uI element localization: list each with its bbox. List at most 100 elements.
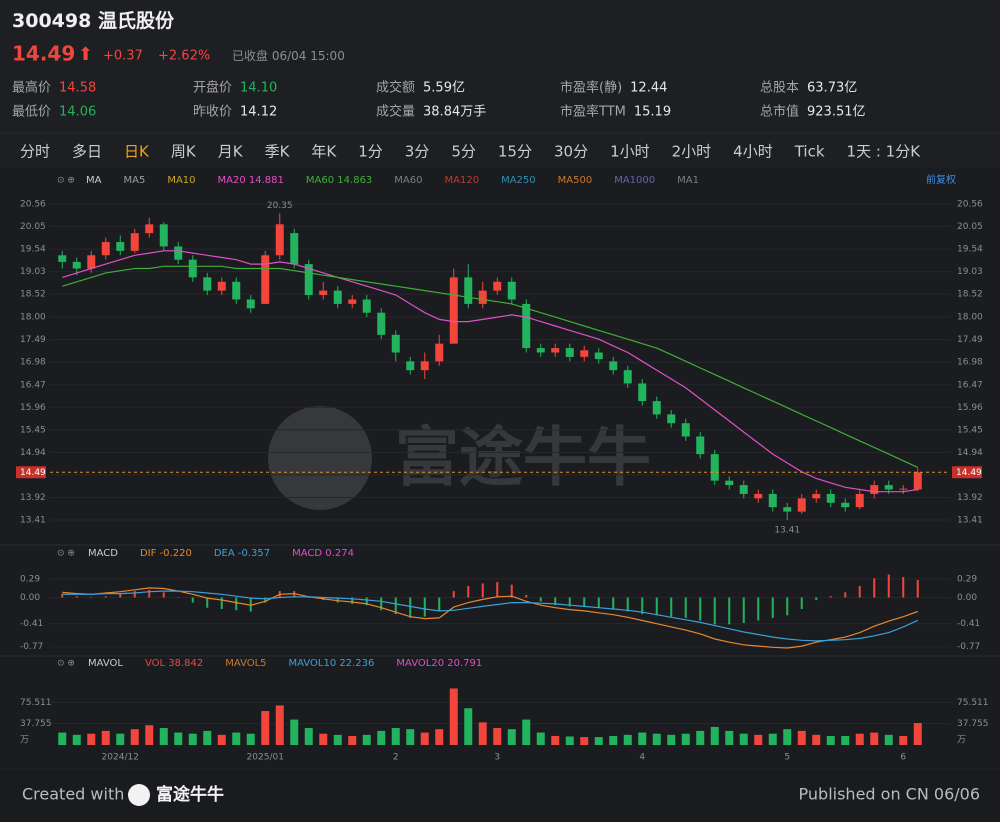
- legend-item[interactable]: DEA -0.357: [214, 548, 270, 559]
- legend-item[interactable]: MAVOL10 22.236: [289, 658, 375, 669]
- legend-item[interactable]: MA500: [558, 175, 593, 186]
- macd-bar: [119, 593, 122, 598]
- tab[interactable]: 月K: [218, 143, 244, 161]
- macd-bar: [481, 583, 484, 598]
- y-tick-label: 20.56: [20, 200, 46, 210]
- macd-bar: [554, 597, 557, 606]
- tab[interactable]: 年K: [311, 143, 337, 161]
- tab[interactable]: 15分: [498, 143, 532, 161]
- candle-body: [855, 493, 864, 508]
- y-tick-label: 0.29: [20, 574, 40, 584]
- macd-bar: [583, 597, 586, 607]
- tab[interactable]: 5分: [451, 143, 476, 161]
- tab[interactable]: 1小时: [610, 143, 650, 161]
- macd-bar: [423, 597, 426, 617]
- legend-item[interactable]: MAVOL20 20.791: [396, 658, 482, 669]
- watermark-text: 富途牛牛: [395, 422, 651, 496]
- x-tick-label: 5: [784, 753, 790, 763]
- legend-item[interactable]: MA10: [167, 175, 195, 186]
- macd-bar: [249, 597, 252, 612]
- legend-item[interactable]: MA60 14.863: [306, 175, 372, 186]
- volume-bar: [449, 688, 458, 745]
- macd-bar: [597, 597, 600, 608]
- candle-body: [609, 361, 618, 371]
- tab[interactable]: 4小时: [733, 143, 773, 161]
- volume-bar: [522, 719, 531, 745]
- candle-body: [333, 290, 342, 304]
- volume-bar: [261, 711, 270, 745]
- legend-item[interactable]: MAVOL: [88, 658, 123, 669]
- legend-item[interactable]: DIF -0.220: [140, 548, 192, 559]
- macd-bar: [133, 591, 136, 598]
- candle-body: [696, 436, 705, 455]
- volume-bar: [783, 729, 792, 745]
- volume-bar: [217, 734, 226, 745]
- volume-bar: [855, 733, 864, 745]
- legend-item[interactable]: MA5: [123, 175, 145, 186]
- tab[interactable]: Tick: [794, 143, 825, 161]
- legend-value: 0.274: [325, 548, 354, 559]
- macd-bar: [104, 596, 107, 598]
- legend-item[interactable]: MA120: [445, 175, 480, 186]
- legend-value: 14.863: [337, 175, 372, 186]
- legend-item[interactable]: MA1: [677, 175, 699, 186]
- candle-body: [319, 290, 328, 296]
- volume-bar: [159, 728, 168, 745]
- tab[interactable]: 日K: [124, 143, 150, 161]
- tab[interactable]: 2小时: [672, 143, 712, 161]
- macd-bar: [902, 577, 905, 598]
- macd-bar: [568, 597, 571, 607]
- icons[interactable]: ⊙ ⊕: [57, 176, 75, 186]
- legend-item[interactable]: MA250: [501, 175, 536, 186]
- y-tick-label: 15.45: [20, 425, 46, 435]
- legend-item[interactable]: MA1000: [614, 175, 655, 186]
- legend-item[interactable]: MACD: [88, 548, 118, 559]
- candle-body: [710, 454, 719, 481]
- candle-body: [594, 352, 603, 360]
- adjust[interactable]: 前复权: [926, 173, 956, 186]
- legend-item[interactable]: MA60: [394, 175, 422, 186]
- candle-body: [725, 480, 734, 486]
- volume-bar: [188, 733, 197, 745]
- volume-bar: [768, 733, 777, 745]
- legend-item[interactable]: MA: [86, 175, 102, 186]
- volume-bar: [652, 733, 661, 745]
- volume-bar: [420, 732, 429, 745]
- legend-item[interactable]: MAVOL5: [225, 658, 266, 669]
- macd-bar: [394, 597, 397, 615]
- volume-bar: [580, 737, 589, 745]
- macd-bar: [844, 592, 847, 598]
- legend-item[interactable]: MA20 14.881: [218, 175, 284, 186]
- icons[interactable]: ⊙ ⊕: [57, 549, 75, 559]
- tab[interactable]: 季K: [265, 143, 291, 161]
- tab[interactable]: 多日: [72, 143, 102, 161]
- macd-bar: [858, 585, 861, 598]
- legend-value: 22.236: [339, 658, 374, 669]
- macd-bar: [235, 597, 238, 611]
- y-tick-label: 13.92: [957, 493, 983, 503]
- x-tick-label: 6: [900, 753, 906, 763]
- published: Published on CN 06/06: [799, 785, 980, 804]
- volume-bar: [797, 730, 806, 745]
- candle-body: [493, 281, 502, 291]
- icons[interactable]: ⊙ ⊕: [57, 659, 75, 669]
- volume-bar: [145, 725, 154, 745]
- x-tick-label: 2024/12: [102, 753, 139, 763]
- dif-line: [62, 587, 919, 649]
- volume-bar: [826, 735, 835, 745]
- tab[interactable]: 分时: [20, 143, 50, 161]
- legend-item[interactable]: VOL 38.842: [145, 658, 203, 669]
- y-tick-label: 19.03: [20, 267, 46, 277]
- candle-body: [87, 255, 96, 269]
- x-tick-label: 2025/01: [247, 753, 284, 763]
- tab[interactable]: 1天 : 1分K: [847, 143, 922, 161]
- tab[interactable]: 周K: [171, 143, 197, 161]
- tab[interactable]: 3分: [405, 143, 430, 161]
- tab[interactable]: 30分: [554, 143, 588, 161]
- legend-item[interactable]: MACD 0.274: [292, 548, 354, 559]
- legend-name: VOL: [145, 658, 166, 669]
- macd-bar: [61, 593, 64, 598]
- x-tick-label: 4: [639, 753, 645, 763]
- tab[interactable]: 1分: [358, 143, 383, 161]
- legend-name: MA60: [306, 175, 334, 186]
